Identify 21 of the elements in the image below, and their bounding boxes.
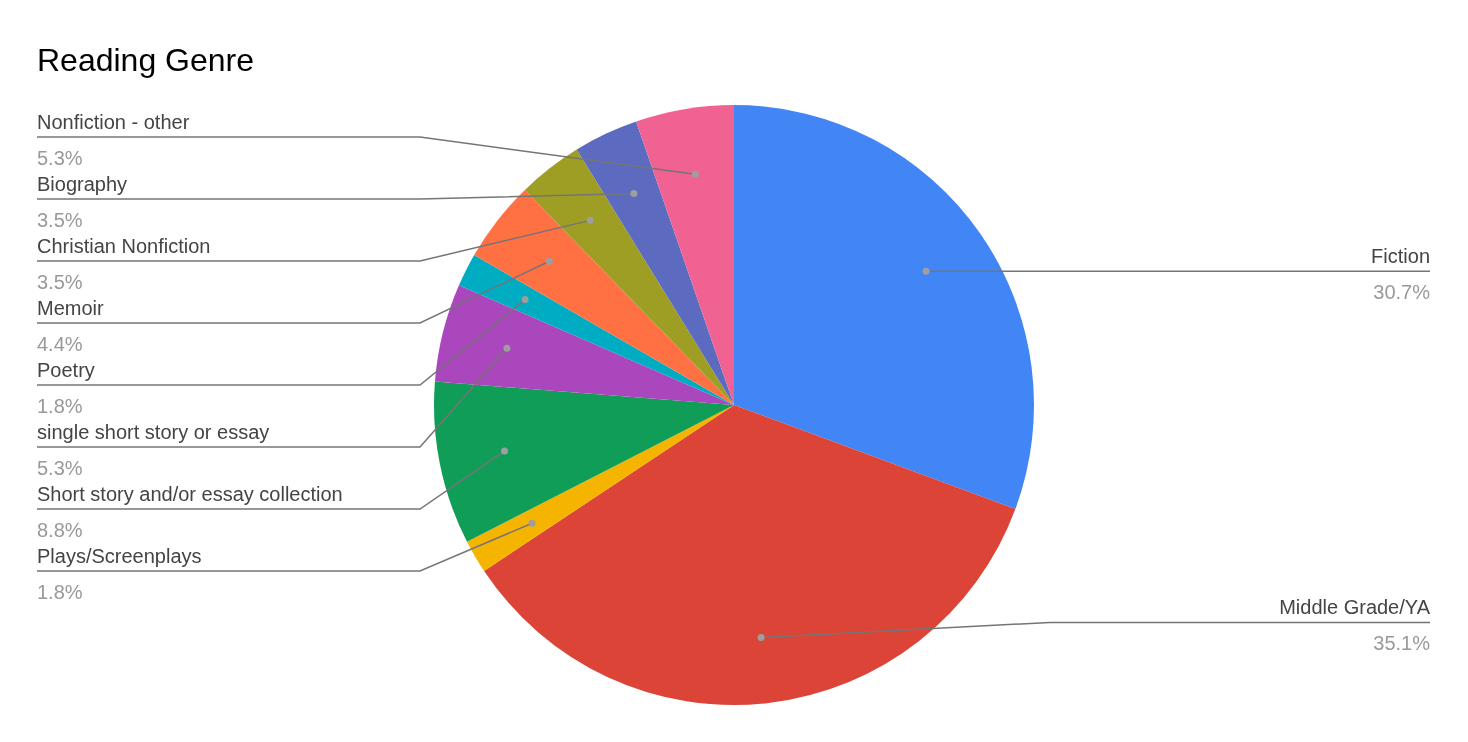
slice-label: Memoir — [37, 297, 105, 319]
data-label: 1.8% — [37, 581, 83, 603]
chart-title: Reading Genre — [37, 42, 255, 78]
data-label: 30.7% — [1373, 281, 1431, 304]
slice-label: Biography — [37, 173, 128, 195]
slice-label: Christian Nonfiction — [37, 235, 211, 257]
slice-label: single short story or essay — [37, 421, 270, 443]
data-label: 1.8% — [37, 395, 83, 417]
data-label: 3.5% — [37, 271, 83, 293]
data-label: 35.1% — [1373, 632, 1431, 655]
data-label: 4.4% — [37, 333, 83, 355]
slice-label: Fiction — [1371, 245, 1430, 268]
slice-label: Nonfiction - other — [37, 111, 190, 133]
slice-label: Short story and/or essay collection — [37, 483, 343, 505]
data-label: 5.3% — [37, 147, 83, 169]
data-label: 5.3% — [37, 457, 83, 479]
data-label: 3.5% — [37, 209, 83, 231]
slice-label: Plays/Screenplays — [37, 545, 202, 567]
slice-label: Middle Grade/YA — [1279, 596, 1431, 619]
data-label: 8.8% — [37, 519, 83, 541]
slice-label: Poetry — [37, 359, 95, 381]
